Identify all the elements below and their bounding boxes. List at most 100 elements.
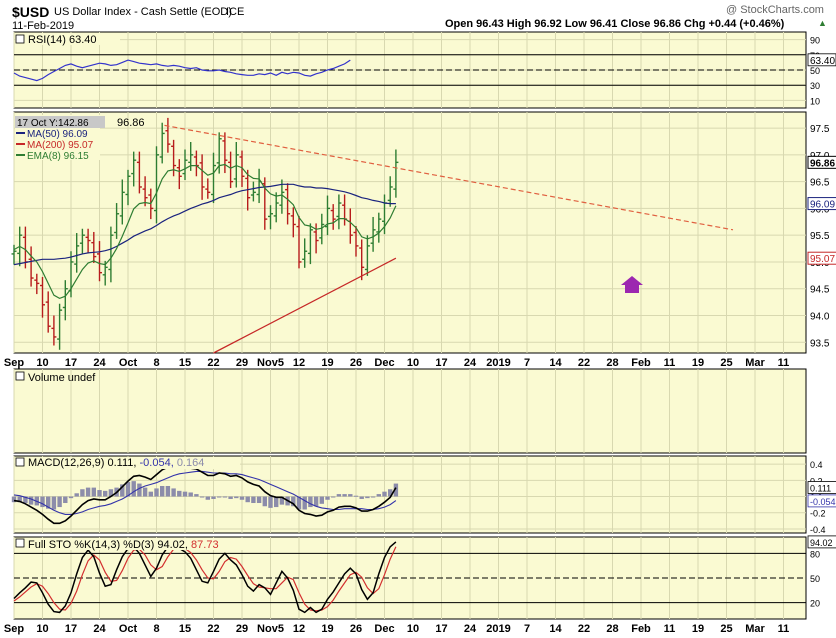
macd-histogram-bar bbox=[148, 491, 153, 497]
macd-histogram-bar bbox=[91, 487, 96, 497]
price-bar bbox=[125, 169, 131, 206]
price-bar bbox=[159, 122, 165, 164]
x-tick-label: 11 bbox=[778, 357, 790, 369]
price-bar bbox=[119, 179, 125, 225]
macd-legend-swatch bbox=[15, 457, 25, 467]
x-tick-label: 26 bbox=[350, 623, 362, 635]
price-bar bbox=[296, 215, 302, 269]
x-tick-label: 28 bbox=[606, 357, 618, 369]
x-tick-label: 10 bbox=[36, 623, 48, 635]
price-bar bbox=[370, 216, 376, 252]
x-tick-label: 11 bbox=[664, 357, 676, 369]
price-bar bbox=[11, 244, 17, 265]
sto-k-line bbox=[13, 541, 397, 614]
macd-histogram-bar bbox=[268, 496, 273, 508]
x-tick-label: Sep bbox=[4, 357, 24, 369]
macd-histogram-bar bbox=[279, 496, 285, 505]
price-y-tick: 96.5 bbox=[810, 178, 830, 189]
x-tick-label: 25 bbox=[720, 623, 732, 635]
price-bar bbox=[364, 235, 370, 276]
price-bar bbox=[45, 291, 51, 333]
price-bar bbox=[376, 212, 382, 243]
macd-histogram-bar bbox=[74, 493, 79, 497]
volume-title: Volume undef bbox=[28, 372, 96, 384]
price-tag-bg bbox=[807, 155, 836, 169]
price-close-label: 96.86 bbox=[117, 117, 145, 129]
x-tick-label: 24 bbox=[464, 623, 477, 635]
macd-histogram-bar bbox=[11, 496, 17, 503]
x-tick-label: 17 bbox=[65, 357, 77, 369]
price-bar bbox=[205, 178, 211, 199]
macd-histogram-bar bbox=[274, 496, 279, 508]
price-y-tick: 95.5 bbox=[810, 231, 830, 242]
macd-title-hist: 0.164 bbox=[177, 457, 205, 469]
price-bar bbox=[114, 203, 120, 239]
macd-histogram-bar bbox=[359, 496, 364, 499]
macd-histogram-bar bbox=[182, 491, 188, 497]
price-bar bbox=[182, 149, 188, 181]
x-tick-label: 11 bbox=[778, 623, 790, 635]
price-y-tick: 93.5 bbox=[810, 338, 830, 349]
macd-histogram-bar bbox=[63, 496, 68, 504]
x-tick-label: Dec bbox=[374, 623, 394, 635]
x-tick-label: Dec bbox=[374, 357, 394, 369]
price-tag: 96.09 bbox=[810, 200, 835, 211]
price-bar bbox=[325, 195, 330, 236]
rsi-line bbox=[13, 59, 351, 82]
x-tick-label: 25 bbox=[720, 357, 732, 369]
x-tick-label: Oct bbox=[119, 623, 138, 635]
macd-histogram-bar bbox=[205, 496, 210, 500]
macd-title-bg bbox=[15, 457, 240, 469]
volume-legend-swatch bbox=[15, 371, 25, 381]
price-y-tick: 97.5 bbox=[810, 124, 830, 135]
rsi-value-tag-bg bbox=[807, 53, 836, 67]
macd-histogram-bar bbox=[291, 496, 296, 507]
x-tick-label: 19 bbox=[692, 357, 704, 369]
x-tick-label: 14 bbox=[549, 623, 562, 635]
macd-histogram-bar bbox=[103, 490, 108, 497]
macd-histogram-bar bbox=[296, 496, 302, 510]
price-bar bbox=[313, 223, 319, 254]
x-tick-label: 19 bbox=[321, 357, 333, 369]
price-bar bbox=[34, 273, 40, 295]
rsi-legend-swatch bbox=[15, 34, 25, 44]
price-bar bbox=[97, 241, 102, 282]
price-tag-bg bbox=[807, 251, 836, 265]
x-tick-label: 15 bbox=[179, 623, 191, 635]
macd-histogram-bar bbox=[376, 494, 381, 497]
macd-histogram-bar bbox=[331, 496, 336, 498]
price-bar bbox=[387, 176, 393, 207]
price-bar bbox=[57, 303, 63, 350]
x-tick-label: Oct bbox=[119, 357, 138, 369]
macd-title-name: MACD(12,26,9) bbox=[28, 457, 107, 469]
price-bar bbox=[359, 239, 365, 281]
price-bar bbox=[216, 132, 222, 174]
cursor-readout: 17 Oct Y:142.86 bbox=[17, 118, 89, 129]
price-bar bbox=[319, 213, 325, 245]
sto-y-tick: 20 bbox=[810, 599, 820, 609]
macd-histogram-bar bbox=[57, 496, 62, 508]
macd-line bbox=[13, 466, 397, 525]
x-tick-label: 8 bbox=[153, 623, 159, 635]
macd-histogram-bar bbox=[393, 483, 399, 497]
x-tick-label: Sep bbox=[4, 623, 24, 635]
price-bar bbox=[40, 276, 45, 318]
up-arrow-annotation-icon bbox=[621, 276, 643, 293]
x-tick-label: Mar bbox=[745, 357, 765, 369]
macd-histogram-bar bbox=[194, 494, 199, 497]
ma50-legend: MA(50) 96.09 bbox=[27, 129, 88, 140]
macd-histogram-bar bbox=[348, 494, 353, 497]
macd-histogram-bar bbox=[171, 488, 176, 497]
x-tick-label: 7 bbox=[524, 623, 530, 635]
price-y-tick: 94.0 bbox=[810, 312, 830, 323]
macd-histogram-bar bbox=[342, 494, 347, 497]
symbol: $USD bbox=[12, 4, 50, 20]
price-tag: 95.07 bbox=[810, 254, 835, 265]
x-tick-label: 24 bbox=[93, 357, 106, 369]
ohlc-summary: Open 96.43 High 96.92 Low 96.41 Close 96… bbox=[445, 18, 785, 30]
price-bar bbox=[228, 151, 234, 189]
x-tick-label: 28 bbox=[606, 623, 618, 635]
macd-histogram-bar bbox=[154, 488, 159, 497]
x-tick-label: 10 bbox=[36, 357, 48, 369]
